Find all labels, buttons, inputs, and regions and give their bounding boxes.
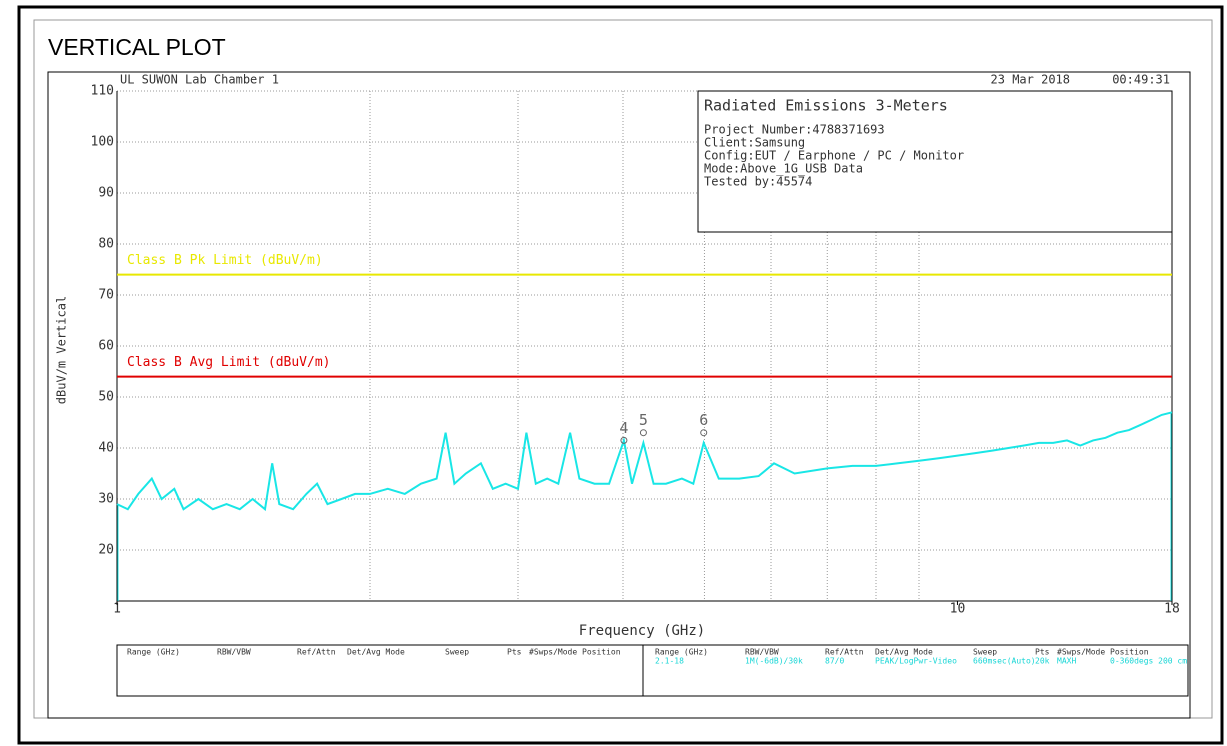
table-cell: 1M(-6dB)/30k	[745, 657, 803, 666]
table-header: #Swps/Mode	[529, 648, 577, 657]
table-cell: 20k	[1035, 657, 1050, 666]
y-tick-label: 100	[91, 135, 114, 150]
outer-frame	[17, 5, 1224, 745]
table-header: Sweep	[445, 648, 469, 657]
x-tick-label: 1	[113, 602, 121, 617]
x-axis-label: Frequency (GHz)	[579, 623, 705, 639]
y-tick-label: 20	[98, 543, 114, 558]
y-tick-label: 110	[91, 84, 114, 99]
chart-frame	[47, 71, 1191, 719]
info-line: Mode:Above_1G_USB Data	[704, 162, 863, 176]
info-box: Radiated Emissions 3-Meters Project Numbe…	[697, 90, 1173, 233]
table-header: Range (GHz)	[655, 648, 708, 657]
info-line: Tested by:45574	[704, 175, 812, 189]
info-box-frame	[697, 90, 1173, 233]
table-frame	[116, 644, 1189, 697]
table-header: Pts	[507, 648, 522, 657]
y-tick-label: 70	[98, 288, 114, 303]
table-header: Ref/Attn	[825, 648, 864, 657]
site: UL SUWON Lab Chamber 1	[120, 73, 279, 87]
y-tick-label: 80	[98, 237, 114, 252]
marker-label: 4	[619, 419, 628, 437]
y-tick-label: 60	[98, 339, 114, 354]
marker-label: 6	[699, 411, 708, 429]
table-header: #Swps/Mode	[1057, 648, 1105, 657]
table-header: Det/Avg Mode	[875, 648, 933, 657]
table-header: RBW/VBW	[217, 648, 251, 657]
y-axis-label: dBuV/m Vertical	[55, 296, 69, 404]
info-line: Client:Samsung	[704, 136, 805, 150]
info-line: Project Number:4788371693	[704, 123, 885, 137]
marker-label: 5	[639, 411, 648, 429]
info-title: Radiated Emissions 3-Meters	[704, 97, 948, 115]
table-cell: 0-360degs 200 cm	[1110, 657, 1187, 666]
limit-label: Class B Avg Limit (dBuV/m)	[127, 355, 331, 370]
time: 00:49:31	[1112, 73, 1170, 87]
trace	[116, 411, 1173, 512]
marker	[700, 429, 708, 437]
table-header: Range (GHz)	[127, 648, 180, 657]
table-header: Ref/Attn	[297, 648, 336, 657]
table-cell: PEAK/LogPwr-Video	[875, 657, 957, 666]
y-tick-label: 40	[98, 441, 114, 456]
info-line: Config:EUT / Earphone / PC / Monitor	[704, 149, 964, 163]
limit-label: Class B Pk Limit (dBuV/m)	[127, 253, 323, 268]
y-tick-label: 30	[98, 492, 114, 507]
table-header: RBW/VBW	[745, 648, 779, 657]
y-tick-label: 90	[98, 186, 114, 201]
y-tick-label: 50	[98, 390, 114, 405]
table-header: Pts	[1035, 648, 1050, 657]
table-header: Position	[1110, 648, 1149, 657]
page-title: VERTICAL PLOT	[48, 34, 226, 60]
table-cell: MAXH	[1057, 657, 1076, 666]
table-header: Sweep	[973, 648, 997, 657]
table-cell: 2.1-18	[655, 657, 684, 666]
table-header: Position	[582, 648, 621, 657]
marker	[620, 436, 628, 444]
x-tick-label: 18	[1164, 602, 1180, 617]
table-header: Det/Avg Mode	[347, 648, 405, 657]
marker	[639, 429, 647, 437]
date: 23 Mar 2018	[991, 73, 1070, 87]
table-cell: 660msec(Auto)	[973, 657, 1036, 666]
x-tick-label: 10	[950, 602, 966, 617]
table-cell: 87/0	[825, 657, 844, 666]
